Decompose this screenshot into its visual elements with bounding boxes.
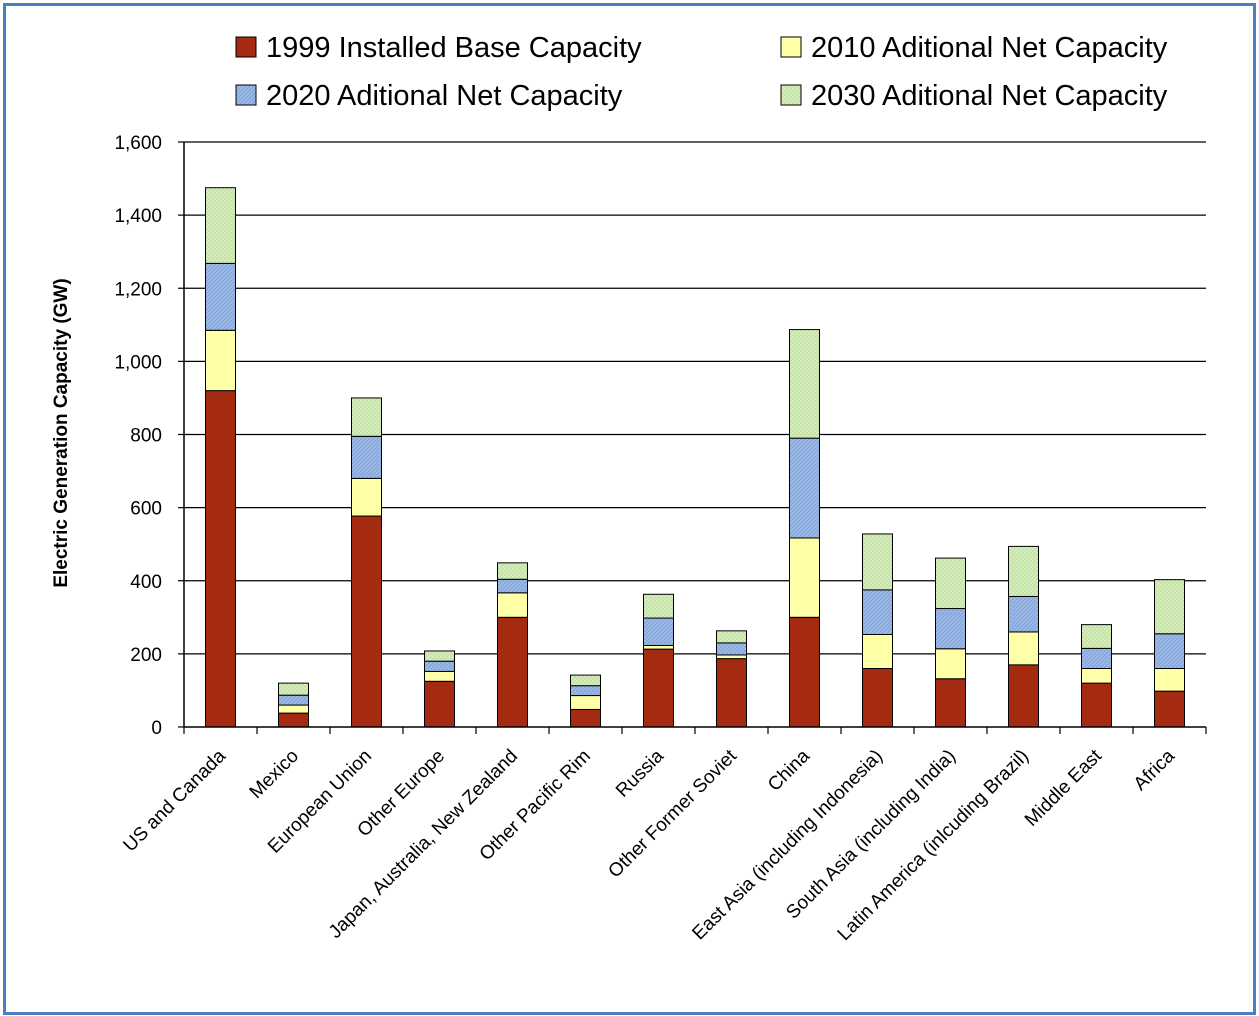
bar-segment	[1154, 579, 1185, 635]
y-tick-label: 200	[130, 645, 162, 666]
bar-segment	[497, 562, 528, 580]
category-label: Africa	[1130, 745, 1179, 794]
bar-segment	[497, 578, 528, 594]
bar-segment	[1081, 624, 1112, 649]
legend-label-1999: 1999 Installed Base Capacity	[266, 32, 642, 64]
legend-swatch-2020	[235, 84, 257, 106]
bar-segment	[278, 694, 309, 706]
bar-segment	[1081, 668, 1112, 684]
legend: 1999 Installed Base Capacity 2010 Aditio…	[235, 32, 1168, 112]
bar-segment	[716, 654, 747, 660]
bar-segment	[570, 695, 601, 710]
legend-swatch-2010	[780, 36, 802, 58]
bar-segment	[278, 682, 309, 696]
bar-segment	[716, 658, 747, 728]
bar-segment	[789, 437, 820, 539]
category-label: US and Canada	[120, 745, 231, 856]
bar-segment	[716, 630, 747, 644]
bar-segment	[424, 650, 455, 662]
bar-segment	[205, 262, 236, 331]
category-label: Russia	[612, 745, 668, 801]
bar-segment	[497, 592, 528, 618]
bar-segment	[789, 329, 820, 439]
category-label: China	[764, 745, 814, 795]
category-label: Other Former Soviet	[604, 745, 741, 882]
y-tick-label: 400	[130, 572, 162, 593]
bar-segment	[862, 668, 893, 728]
bar-segment	[1081, 647, 1112, 669]
bar-segment	[862, 633, 893, 670]
y-tick-label: 1,400	[114, 206, 162, 227]
bar-segment	[862, 589, 893, 635]
bar-segment	[205, 390, 236, 728]
bar-segment	[935, 678, 966, 728]
bar-segment	[862, 533, 893, 591]
bar-segment	[424, 660, 455, 672]
bar-segment	[351, 477, 382, 517]
bar-segment	[278, 704, 309, 714]
bar-segment	[935, 608, 966, 650]
bar-segment	[351, 435, 382, 479]
bar-segment	[424, 670, 455, 682]
bar-segment	[935, 557, 966, 610]
y-axis-label: Electric Generation Capacity (GW)	[51, 278, 72, 587]
y-tick-label: 1,200	[114, 279, 162, 300]
legend-label-2030: 2030 Aditional Net Capacity	[811, 80, 1168, 112]
bar-segment	[643, 593, 674, 619]
gridlines	[184, 141, 1206, 655]
bar-segment	[935, 648, 966, 680]
bar-segment	[643, 648, 674, 728]
bar-segment	[643, 644, 674, 650]
category-label: Middle East	[1021, 745, 1107, 831]
bar-segment	[643, 617, 674, 646]
legend-label-2010: 2010 Aditional Net Capacity	[811, 32, 1168, 64]
y-tick-label: 0	[151, 718, 162, 739]
category-label: Mexico	[246, 746, 303, 803]
bar-segment	[351, 397, 382, 437]
y-tick-label: 1,000	[114, 352, 162, 373]
axes	[178, 141, 1207, 734]
legend-swatch-1999	[235, 36, 257, 58]
bar-segment	[789, 616, 820, 728]
bar-segment	[716, 642, 747, 656]
y-tick-label: 1,600	[114, 133, 162, 154]
legend-swatch-2030	[780, 84, 802, 106]
bar-segment	[1154, 690, 1185, 728]
bar-segment	[1008, 631, 1039, 666]
y-tick-label: 800	[130, 426, 162, 447]
y-tick-label: 600	[130, 499, 162, 520]
bar-segment	[570, 674, 601, 687]
bar-segment	[424, 680, 455, 728]
bar-segment	[570, 685, 601, 697]
legend-label-2020: 2020 Aditional Net Capacity	[266, 80, 623, 112]
bar-segment	[570, 708, 601, 728]
bar-segment	[205, 329, 236, 392]
bar-segment	[497, 616, 528, 728]
bar-segment	[205, 187, 236, 264]
bar-segment	[1154, 668, 1185, 692]
bar-segment	[1081, 682, 1112, 728]
y-tick-labels: 0 200 400 600 800 1,000 1,200 1,400 1,600	[114, 133, 162, 739]
bar-segment	[351, 515, 382, 728]
bar-segment	[1008, 664, 1039, 728]
bar-segment	[1008, 545, 1039, 597]
bar-segment	[1008, 595, 1039, 633]
bar-segment	[1154, 633, 1185, 669]
bar-segment	[278, 712, 309, 728]
bar-segment	[789, 537, 820, 618]
bars	[205, 187, 1185, 728]
